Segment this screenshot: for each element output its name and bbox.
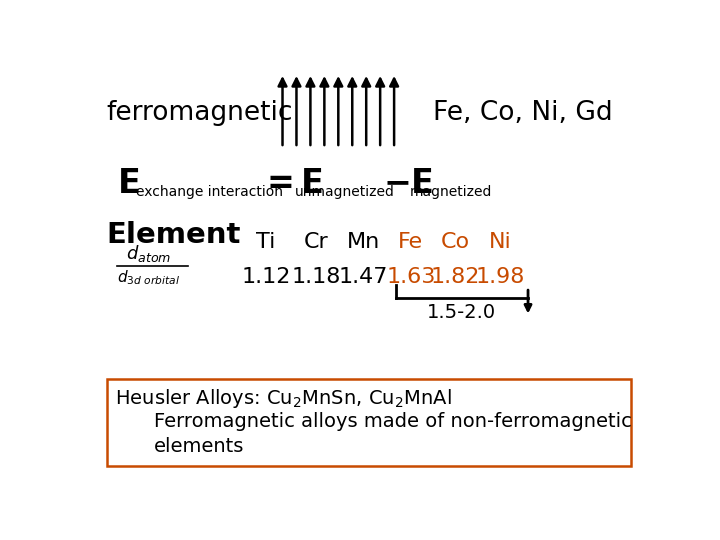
- Text: Element: Element: [107, 221, 241, 249]
- Text: exchange interaction: exchange interaction: [136, 185, 283, 199]
- Text: $d_{atom}$: $d_{atom}$: [126, 244, 171, 265]
- Text: 1.98: 1.98: [475, 267, 525, 287]
- Text: $\mathbf{-E}$: $\mathbf{-E}$: [383, 167, 433, 200]
- Text: $\mathbf{= E}$: $\mathbf{= E}$: [260, 167, 323, 200]
- Text: Ti: Ti: [256, 232, 276, 252]
- Text: Fe: Fe: [398, 232, 423, 252]
- Text: Co: Co: [441, 232, 470, 252]
- Text: 1.18: 1.18: [292, 267, 341, 287]
- Text: Cr: Cr: [304, 232, 328, 252]
- FancyBboxPatch shape: [107, 379, 631, 466]
- Text: 1.82: 1.82: [431, 267, 480, 287]
- Text: Heusler Alloys: Cu$_2$MnSn, Cu$_2$MnAl: Heusler Alloys: Cu$_2$MnSn, Cu$_2$MnAl: [115, 387, 451, 410]
- Text: elements: elements: [154, 437, 245, 456]
- Text: ferromagnetic: ferromagnetic: [107, 99, 293, 126]
- Text: unmagnetized: unmagnetized: [295, 185, 395, 199]
- Text: magnetized: magnetized: [410, 185, 492, 199]
- Text: Mn: Mn: [347, 232, 380, 252]
- Text: 1.63: 1.63: [386, 267, 436, 287]
- Text: 1.12: 1.12: [241, 267, 290, 287]
- Text: Fe, Co, Ni, Gd: Fe, Co, Ni, Gd: [433, 99, 613, 126]
- Text: 1.47: 1.47: [338, 267, 388, 287]
- Text: 1.5-2.0: 1.5-2.0: [428, 303, 497, 322]
- Text: $d_{3d\ orbital}$: $d_{3d\ orbital}$: [117, 269, 180, 287]
- Text: Ni: Ni: [489, 232, 511, 252]
- Text: $\mathbf{E}$: $\mathbf{E}$: [117, 167, 139, 200]
- Text: Ferromagnetic alloys made of non-ferromagnetic: Ferromagnetic alloys made of non-ferroma…: [154, 412, 632, 431]
